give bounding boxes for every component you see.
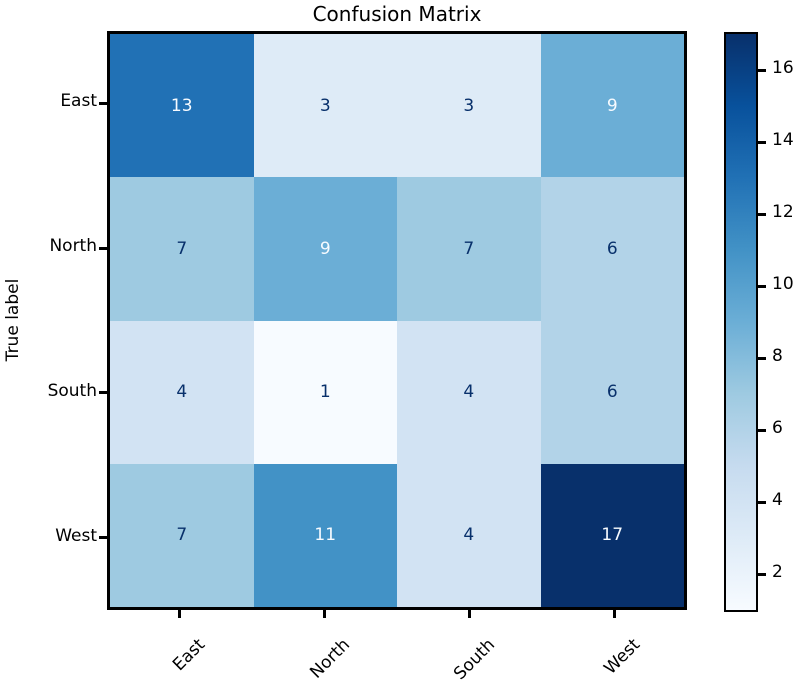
colorbar-tick-mark <box>758 140 766 144</box>
colorbar-tick-mark <box>758 284 766 288</box>
heatmap-cell-west-east: 7 <box>110 463 254 607</box>
heatmap-cell-west-north: 11 <box>253 463 397 607</box>
x-tick-label-west: West <box>599 634 644 679</box>
y-tick-label-east: East <box>60 91 97 112</box>
heatmap-cell-east-north: 3 <box>253 34 397 178</box>
colorbar-tick-label-2: 2 <box>772 562 783 582</box>
y-tick-label-west: West <box>55 525 97 546</box>
colorbar-tick-label-10: 10 <box>772 274 794 294</box>
heatmap-cell-north-east: 7 <box>110 177 254 321</box>
x-tick-mark <box>178 610 181 618</box>
x-tick-label-north: North <box>305 634 354 681</box>
y-axis-label: True label <box>3 278 23 362</box>
colorbar <box>724 32 758 612</box>
heatmap-cell-south-north: 1 <box>253 320 397 464</box>
colorbar-tick-mark <box>758 356 766 360</box>
colorbar-tick-label-16: 16 <box>772 58 794 78</box>
heatmap-plot-area: 13 3 3 9 7 9 7 6 4 1 4 6 7 11 4 17 <box>107 31 687 610</box>
heatmap-cell-west-south: 4 <box>397 463 541 607</box>
heatmap-cell-east-west: 9 <box>540 34 684 178</box>
x-tick-mark <box>323 610 326 618</box>
heatmap-cell-north-south: 7 <box>397 177 541 321</box>
x-tick-mark <box>613 610 616 618</box>
heatmap-cell-west-west: 17 <box>540 463 684 607</box>
y-tick-label-north: North <box>49 236 97 257</box>
heatmap-grid: 13 3 3 9 7 9 7 6 4 1 4 6 7 11 4 17 <box>110 34 684 607</box>
heatmap-cell-south-east: 4 <box>110 320 254 464</box>
y-tick-mark <box>99 246 107 250</box>
y-tick-mark <box>99 391 107 395</box>
y-tick-mark <box>99 101 107 105</box>
colorbar-tick-mark <box>758 500 766 504</box>
colorbar-tick-mark <box>758 68 766 72</box>
y-tick-label-south: South <box>47 380 97 401</box>
colorbar-tick-label-14: 14 <box>772 130 794 150</box>
colorbar-tick-mark <box>758 428 766 432</box>
colorbar-tick-label-4: 4 <box>772 490 783 510</box>
heatmap-cell-south-west: 6 <box>540 320 684 464</box>
y-tick-mark <box>99 536 107 540</box>
colorbar-tick-mark <box>758 572 766 576</box>
heatmap-cell-east-south: 3 <box>397 34 541 178</box>
colorbar-tick-label-6: 6 <box>772 418 783 438</box>
heatmap-cell-east-east: 13 <box>110 34 254 178</box>
x-tick-label-south: South <box>449 634 499 681</box>
x-tick-mark <box>468 610 471 618</box>
heatmap-cell-north-north: 9 <box>253 177 397 321</box>
colorbar-tick-mark <box>758 212 766 216</box>
heatmap-cell-north-west: 6 <box>540 177 684 321</box>
x-tick-label-east: East <box>168 634 209 676</box>
colorbar-tick-label-12: 12 <box>772 202 794 222</box>
chart-title: Confusion Matrix <box>312 2 482 26</box>
colorbar-tick-label-8: 8 <box>772 346 783 366</box>
heatmap-cell-south-south: 4 <box>397 320 541 464</box>
